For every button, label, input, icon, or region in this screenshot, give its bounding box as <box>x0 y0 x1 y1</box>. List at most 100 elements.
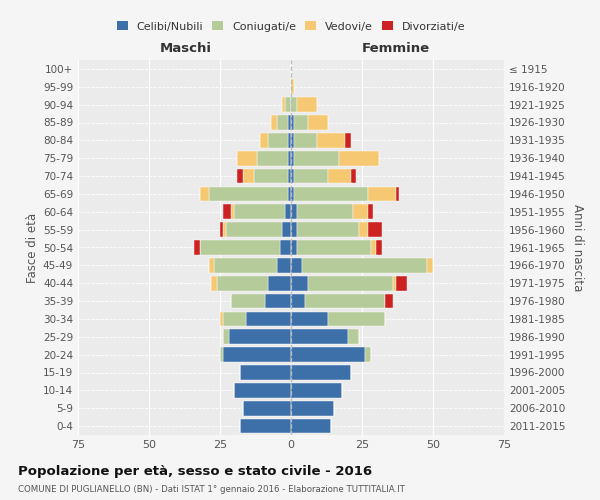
Bar <box>194 240 200 255</box>
Bar <box>223 222 226 237</box>
Bar <box>328 168 350 184</box>
Text: Femmine: Femmine <box>362 42 430 54</box>
Bar <box>283 222 291 237</box>
Bar <box>291 401 334 415</box>
Bar <box>209 258 214 272</box>
Bar <box>291 330 348 344</box>
Bar <box>348 330 359 344</box>
Bar <box>294 186 368 201</box>
Bar <box>294 168 328 184</box>
Bar <box>291 133 294 148</box>
Bar <box>286 204 291 219</box>
Bar <box>200 186 209 201</box>
Bar <box>257 151 288 166</box>
Bar <box>234 204 286 219</box>
Bar <box>288 115 291 130</box>
Bar <box>291 115 294 130</box>
Bar <box>234 383 291 398</box>
Bar <box>211 276 217 290</box>
Bar <box>291 312 328 326</box>
Bar <box>226 222 283 237</box>
Bar <box>371 240 376 255</box>
Bar <box>223 204 232 219</box>
Bar <box>296 98 317 112</box>
Bar <box>393 276 396 290</box>
Bar <box>339 151 379 166</box>
Bar <box>268 133 288 148</box>
Bar <box>368 204 373 219</box>
Bar <box>245 312 291 326</box>
Bar <box>296 204 353 219</box>
Bar <box>286 98 291 112</box>
Bar <box>223 330 229 344</box>
Bar <box>368 186 396 201</box>
Bar <box>288 186 291 201</box>
Bar <box>291 276 308 290</box>
Legend: Celibi/Nubili, Coniugati/e, Vedovi/e, Divorziati/e: Celibi/Nubili, Coniugati/e, Vedovi/e, Di… <box>112 17 470 36</box>
Bar <box>240 419 291 434</box>
Bar <box>209 186 288 201</box>
Bar <box>229 330 291 344</box>
Bar <box>217 276 268 290</box>
Bar <box>240 365 291 380</box>
Bar <box>291 383 342 398</box>
Bar <box>265 294 291 308</box>
Bar <box>200 240 280 255</box>
Bar <box>291 186 294 201</box>
Bar <box>291 348 365 362</box>
Bar <box>308 276 393 290</box>
Bar <box>368 222 382 237</box>
Bar <box>385 294 393 308</box>
Bar <box>277 115 288 130</box>
Bar <box>288 151 291 166</box>
Bar <box>376 240 382 255</box>
Bar <box>294 115 308 130</box>
Bar <box>280 240 291 255</box>
Bar <box>291 294 305 308</box>
Bar <box>296 240 371 255</box>
Bar <box>291 80 294 94</box>
Bar <box>220 222 223 237</box>
Bar <box>291 151 294 166</box>
Text: Maschi: Maschi <box>160 42 212 54</box>
Bar <box>237 168 243 184</box>
Y-axis label: Fasce di età: Fasce di età <box>26 212 39 282</box>
Bar <box>296 222 359 237</box>
Bar <box>243 168 254 184</box>
Bar <box>294 151 339 166</box>
Bar <box>291 258 302 272</box>
Bar <box>427 258 433 272</box>
Bar <box>345 133 350 148</box>
Bar <box>214 258 277 272</box>
Bar <box>291 222 296 237</box>
Bar <box>223 348 291 362</box>
Bar <box>317 133 345 148</box>
Bar <box>353 204 368 219</box>
Bar <box>220 312 223 326</box>
Bar <box>396 186 399 201</box>
Bar <box>288 133 291 148</box>
Bar <box>291 98 296 112</box>
Bar <box>291 168 294 184</box>
Bar <box>305 294 385 308</box>
Bar <box>220 348 223 362</box>
Bar <box>308 115 328 130</box>
Bar <box>254 168 288 184</box>
Bar <box>260 133 268 148</box>
Text: Popolazione per età, sesso e stato civile - 2016: Popolazione per età, sesso e stato civil… <box>18 465 372 478</box>
Bar <box>359 222 368 237</box>
Bar <box>288 168 291 184</box>
Bar <box>283 98 286 112</box>
Bar <box>232 204 234 219</box>
Text: COMUNE DI PUGLIANELLO (BN) - Dati ISTAT 1° gennaio 2016 - Elaborazione TUTTITALI: COMUNE DI PUGLIANELLO (BN) - Dati ISTAT … <box>18 485 405 494</box>
Bar <box>268 276 291 290</box>
Bar <box>294 133 317 148</box>
Bar <box>396 276 407 290</box>
Bar <box>291 240 296 255</box>
Y-axis label: Anni di nascita: Anni di nascita <box>571 204 584 291</box>
Bar <box>243 401 291 415</box>
Bar <box>291 365 350 380</box>
Bar <box>291 419 331 434</box>
Bar <box>291 204 296 219</box>
Bar <box>232 294 265 308</box>
